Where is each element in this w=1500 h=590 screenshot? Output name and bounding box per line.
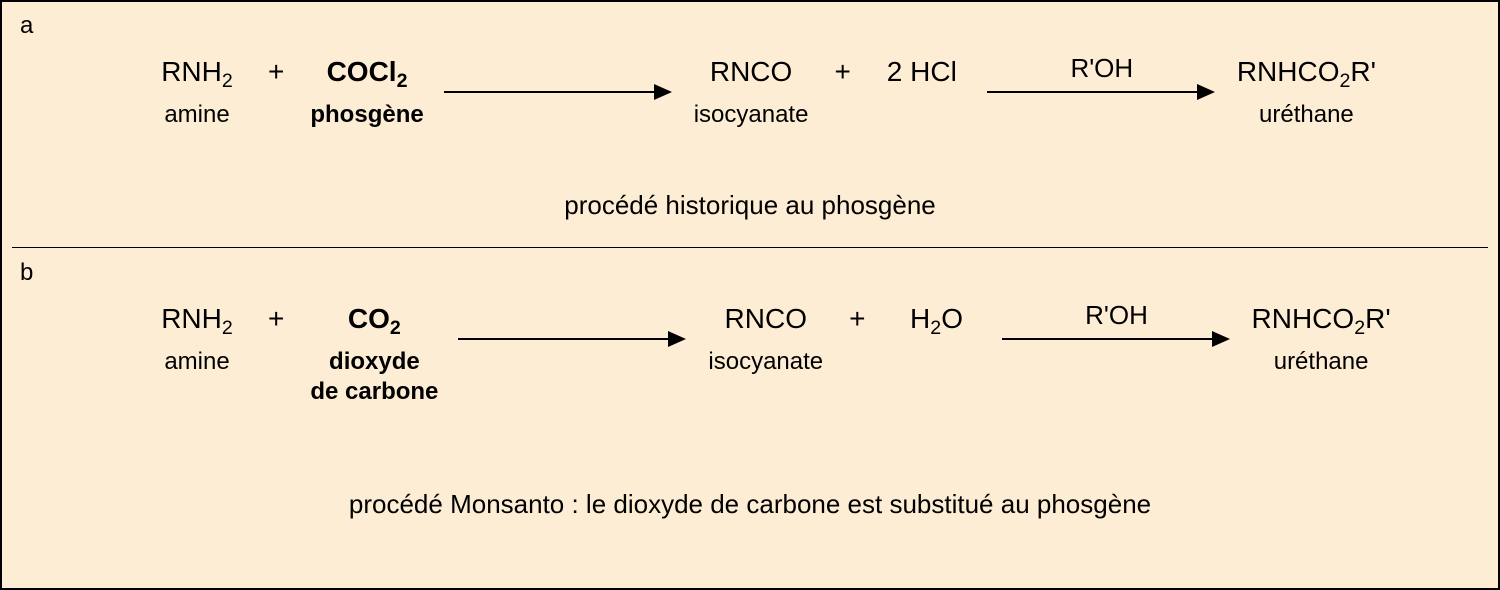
chem-formula: CO2 [348,301,401,337]
plus-sign: + [808,54,876,90]
chem-term: RNHCO2R' uréthane [1237,54,1376,130]
chem-name: dioxydede carbone [310,347,438,407]
chem-term: H2O [892,301,982,337]
caption-b: procédé Monsanto : le dioxyde de carbone… [2,489,1498,520]
chem-term: 2 HCl [877,54,967,90]
chem-name: amine [164,100,229,130]
diagram-frame: a RNH2amine+COCl2phosgèneRNCOisocyanate+… [0,0,1500,590]
chem-name: isocyanate [694,100,809,130]
chem-name: uréthane [1259,100,1354,130]
chem-term: COCl2 phosgène [310,54,423,130]
chem-term: CO2 dioxydede carbone [310,301,438,407]
panel-divider [12,247,1488,248]
chem-formula: COCl2 [327,54,408,90]
chem-formula: RNHCO2R' [1237,54,1376,90]
chem-term: RNH2 amine [152,301,242,377]
chem-term: RNH2 amine [152,54,242,130]
chem-name: isocyanate [708,347,823,377]
reaction-a: RNH2 amine + COCl2 phosgène RNCO isocyanate +2 … [2,54,1498,164]
arrow-icon [987,74,1217,110]
chem-formula: RNH2 [161,54,233,90]
chem-term: RNCO isocyanate [708,301,823,377]
reaction-arrow: R'OH [967,54,1237,110]
reaction-arrow [438,301,708,357]
panel-b: b RNH2 amine + CO2 dioxydede carbone RNCO isoc… [2,249,1498,588]
chem-formula: H2O [910,301,963,337]
chem-formula: RNCO [725,301,807,337]
arrow-icon [1002,321,1232,357]
panel-label-a: a [20,12,33,40]
chem-name: uréthane [1274,347,1369,377]
arrow-icon [444,74,674,110]
plus-sign: + [823,301,891,337]
reaction-b: RNH2 amine + CO2 dioxydede carbone RNCO isocya… [2,301,1498,411]
plus-sign: + [242,54,310,90]
chem-formula: RNHCO2R' [1252,301,1391,337]
arrow-icon [458,321,688,357]
chem-formula: 2 HCl [887,54,957,90]
panel-a: a RNH2 amine + COCl2 phosgène RNCO isocyanate +… [2,2,1498,247]
panel-label-b: b [20,259,33,287]
plus-sign: + [242,301,310,337]
chem-term: RNHCO2R' uréthane [1252,301,1391,377]
caption-a: procédé historique au phosgène [2,190,1498,221]
reaction-arrow: R'OH [982,301,1252,357]
chem-term: RNCO isocyanate [694,54,809,130]
chem-formula: RNCO [710,54,792,90]
reaction-arrow [424,54,694,110]
chem-name: phosgène [310,100,423,130]
chem-formula: RNH2 [161,301,233,337]
chem-name: amine [164,347,229,377]
